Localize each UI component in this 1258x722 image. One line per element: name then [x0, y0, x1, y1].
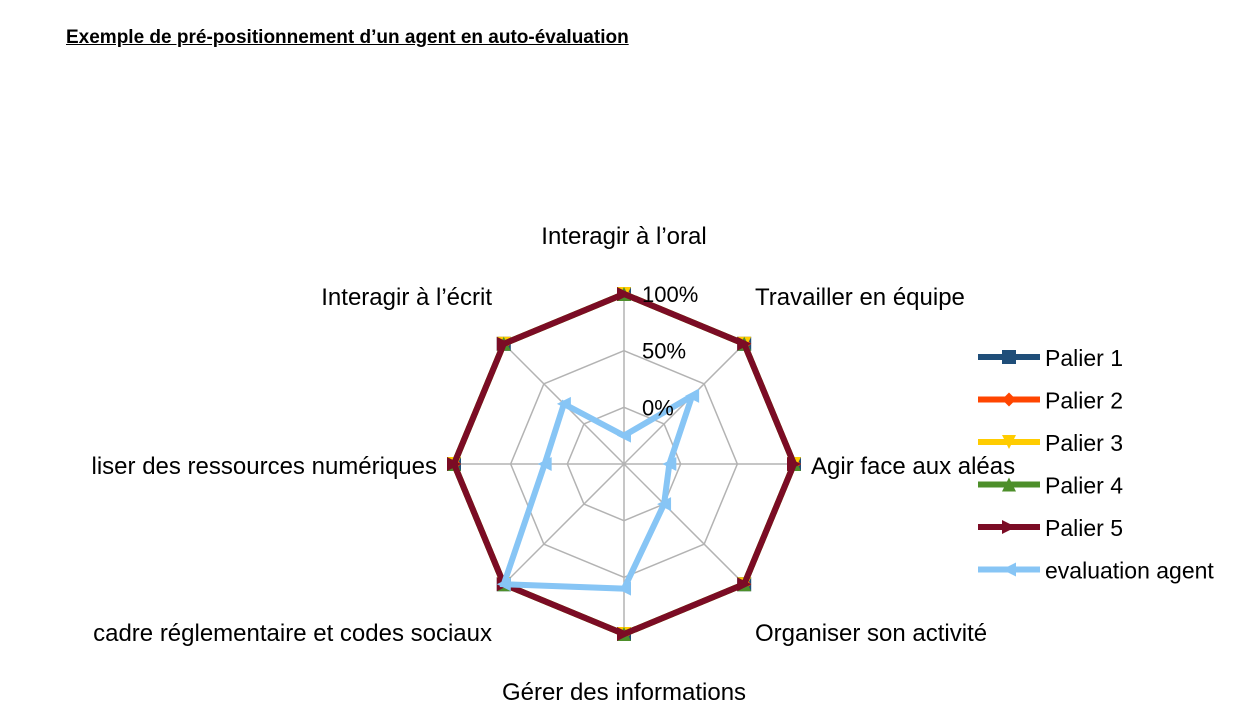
- data-point: [1002, 392, 1016, 407]
- tick-label: 0%: [642, 395, 674, 420]
- legend-entry: Palier 5: [978, 515, 1123, 541]
- data-point: [662, 457, 677, 471]
- radar-tick-labels: 0% 50% 100%: [642, 282, 698, 420]
- data-point: [537, 457, 552, 471]
- data-point: [1002, 350, 1016, 364]
- grid-spoke: [623, 463, 745, 585]
- grid-ring: [566, 406, 682, 522]
- data-point: [657, 497, 672, 512]
- legend-entry: Palier 3: [978, 430, 1123, 456]
- category-label: Gérer des informations: [502, 679, 746, 706]
- data-point: [787, 457, 801, 471]
- data-point: [447, 457, 461, 471]
- grid-spoke: [503, 463, 625, 585]
- page-title: Exemple de pré-positionnement d’un agent…: [66, 27, 629, 48]
- series-4: [447, 287, 801, 641]
- legend-label: Palier 4: [1045, 473, 1123, 499]
- data-point: [617, 428, 631, 443]
- category-label: Interagir à l’oral: [541, 223, 706, 250]
- legend-label: Palier 3: [1045, 430, 1123, 456]
- data-point: [737, 336, 752, 351]
- data-point: [556, 396, 571, 411]
- data-point: [496, 577, 511, 592]
- tick-label: 50%: [642, 339, 686, 364]
- data-point: [1002, 477, 1016, 492]
- legend-label: Palier 1: [1045, 345, 1123, 371]
- radar-category-labels: Interagir à l’oral Travailler en équipe Ag…: [92, 223, 1016, 706]
- category-label: Interagir à l’écrit: [321, 284, 492, 311]
- data-point: [1002, 520, 1016, 534]
- data-point: [496, 336, 511, 351]
- legend-entry: evaluation agent: [978, 558, 1214, 584]
- data-point: [617, 627, 631, 641]
- legend-label: evaluation agent: [1045, 558, 1214, 584]
- legend-entry: Palier 4: [978, 473, 1123, 499]
- category-label: Travailler en équipe: [755, 284, 965, 311]
- category-label: Agir face aux aléas: [811, 453, 1015, 480]
- data-point: [617, 581, 631, 596]
- category-label: Organiser son activité: [755, 620, 987, 647]
- chart-legend: Palier 1 Palier 2 Palier 3 Palier 4 Palier 5…: [978, 345, 1214, 584]
- radar-series: [447, 287, 801, 641]
- category-label: cadre réglementaire et codes sociaux: [93, 620, 492, 647]
- data-point: [685, 388, 700, 403]
- category-label: liser des ressources numériques: [92, 453, 437, 480]
- data-point: [737, 577, 752, 592]
- legend-label: Palier 5: [1045, 515, 1123, 541]
- data-point: [1002, 435, 1016, 449]
- legend-entry: Palier 2: [978, 388, 1123, 414]
- legend-label: Palier 2: [1045, 388, 1123, 414]
- data-point: [617, 287, 631, 301]
- data-point: [1002, 562, 1016, 577]
- legend-entry: Palier 1: [978, 345, 1123, 371]
- grid-ring: [509, 349, 739, 579]
- tick-label: 100%: [642, 282, 698, 307]
- series-5: [496, 388, 700, 596]
